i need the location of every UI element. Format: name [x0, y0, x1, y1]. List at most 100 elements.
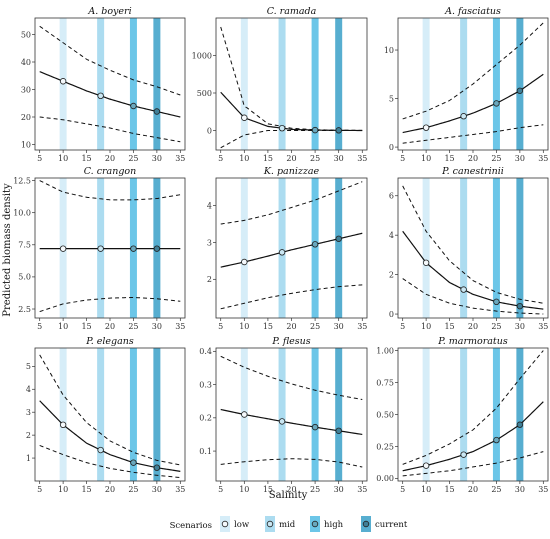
scenario-band — [97, 348, 105, 481]
scenario-band — [311, 178, 319, 318]
x-tick-label: 35 — [175, 485, 185, 494]
y-tick-label: 0.50 — [376, 410, 394, 419]
y-tick-label: 7.5 — [18, 241, 31, 250]
scenario-point — [153, 245, 161, 252]
x-tick-label: 5 — [37, 322, 42, 331]
y-tick-label: 0 — [389, 310, 394, 319]
scenario-band — [335, 178, 343, 318]
scenario-band — [422, 178, 430, 318]
y-tick-label: 2 — [389, 270, 394, 279]
lower-ci-line — [402, 278, 544, 315]
x-tick-label: 30 — [334, 322, 344, 331]
x-tick-label: 25 — [491, 322, 501, 331]
legend-label: mid — [279, 520, 296, 530]
scenario-band — [97, 18, 105, 150]
x-tick-label: 15 — [263, 322, 273, 331]
panel-border — [215, 177, 368, 319]
x-tick-label: 30 — [515, 485, 525, 494]
x-tick-label: 25 — [310, 322, 320, 331]
x-tick-label: 10 — [239, 485, 249, 494]
panel-border — [34, 177, 186, 319]
legend-marker — [266, 520, 274, 528]
panel: P. flesus 5 10 15 20 25 30 35 0.1 0.2 0.3 0.4 — [199, 336, 368, 494]
y-tick-label: 0.2 — [199, 414, 212, 423]
scenario-point — [153, 108, 161, 115]
x-tick-label: 15 — [81, 322, 91, 331]
x-tick-label: 10 — [239, 322, 249, 331]
y-tick-label: 2 — [26, 431, 31, 440]
scenario-band — [278, 348, 286, 481]
x-tick-label: 30 — [515, 322, 525, 331]
panel: P. canestrinii 5 10 15 20 25 30 35 0 2 4 6 — [389, 166, 549, 331]
x-tick-label: 10 — [58, 485, 68, 494]
x-tick-label: 15 — [81, 154, 91, 163]
x-tick-label: 5 — [218, 154, 223, 163]
scenario-band — [59, 348, 67, 481]
x-tick-label: 10 — [239, 154, 249, 163]
scenario-band — [492, 18, 500, 150]
scenario-point — [311, 423, 319, 431]
panel-title: K. panizzae — [263, 166, 320, 177]
scenario-point — [311, 241, 319, 248]
x-tick-label: 15 — [444, 322, 454, 331]
x-tick-label: 20 — [468, 322, 478, 331]
lower-ci-line — [39, 116, 181, 143]
y-tick-label: 3 — [26, 408, 31, 417]
x-axis-label: Salinity — [269, 490, 308, 501]
y-tick-label: 2.5 — [18, 305, 31, 314]
panel: P. elegans 5 10 15 20 25 30 35 1 2 3 4 5 — [26, 336, 186, 494]
legend-label: low — [234, 520, 250, 530]
upper-ci-line — [39, 180, 181, 201]
y-tick-label: 10 — [384, 46, 394, 55]
x-tick-label: 25 — [128, 322, 138, 331]
scenario-point — [59, 421, 67, 429]
scenario-band — [460, 18, 468, 150]
scenario-band — [422, 18, 430, 150]
x-tick-label: 5 — [400, 485, 405, 494]
scenario-band — [129, 348, 137, 481]
legend-label: high — [324, 520, 344, 530]
scenario-band — [335, 348, 343, 481]
panel-title: P. elegans — [85, 336, 134, 347]
y-tick-label: 0 — [389, 143, 394, 152]
scenario-band — [460, 348, 468, 481]
scenario-point — [460, 451, 467, 458]
scenario-point — [59, 78, 67, 85]
y-tick-label: 50 — [21, 30, 31, 39]
scenario-point — [241, 411, 248, 418]
x-tick-label: 10 — [421, 485, 431, 494]
scenario-band — [516, 18, 524, 150]
scenario-band — [153, 18, 161, 150]
panel-title: P. canestrinii — [441, 166, 504, 177]
lower-ci-line — [39, 296, 181, 313]
panel-title: C. ramada — [267, 6, 317, 17]
scenario-point — [493, 436, 500, 444]
y-tick-label: 5 — [389, 94, 394, 103]
x-tick-label: 35 — [538, 485, 548, 494]
scenario-point — [278, 418, 286, 425]
x-tick-label: 30 — [334, 485, 344, 494]
scenario-band — [240, 18, 248, 150]
scenario-point — [493, 100, 500, 107]
lower-ci-line — [402, 451, 544, 477]
scenario-point — [278, 249, 286, 256]
panel: C. ramada 5 10 15 20 25 30 35 0 500 1000 — [192, 6, 368, 163]
y-tick-label: 5 — [26, 362, 31, 371]
x-tick-label: 25 — [128, 485, 138, 494]
x-tick-label: 5 — [37, 154, 42, 163]
scenario-point — [516, 302, 524, 310]
scenario-point — [516, 421, 524, 428]
y-tick-label: 0 — [207, 126, 212, 135]
scenario-point — [493, 298, 500, 306]
y-tick-label: 12.5 — [13, 176, 31, 185]
scenario-point — [422, 259, 430, 266]
lower-ci-line — [402, 124, 544, 144]
legend: Scenarios low mid high current — [170, 516, 408, 532]
x-tick-label: 5 — [218, 322, 223, 331]
panel-border — [397, 177, 549, 319]
scenario-point — [97, 446, 104, 454]
x-tick-label: 20 — [468, 485, 478, 494]
x-tick-label: 20 — [105, 322, 115, 331]
y-tick-label: 0.75 — [376, 378, 394, 387]
